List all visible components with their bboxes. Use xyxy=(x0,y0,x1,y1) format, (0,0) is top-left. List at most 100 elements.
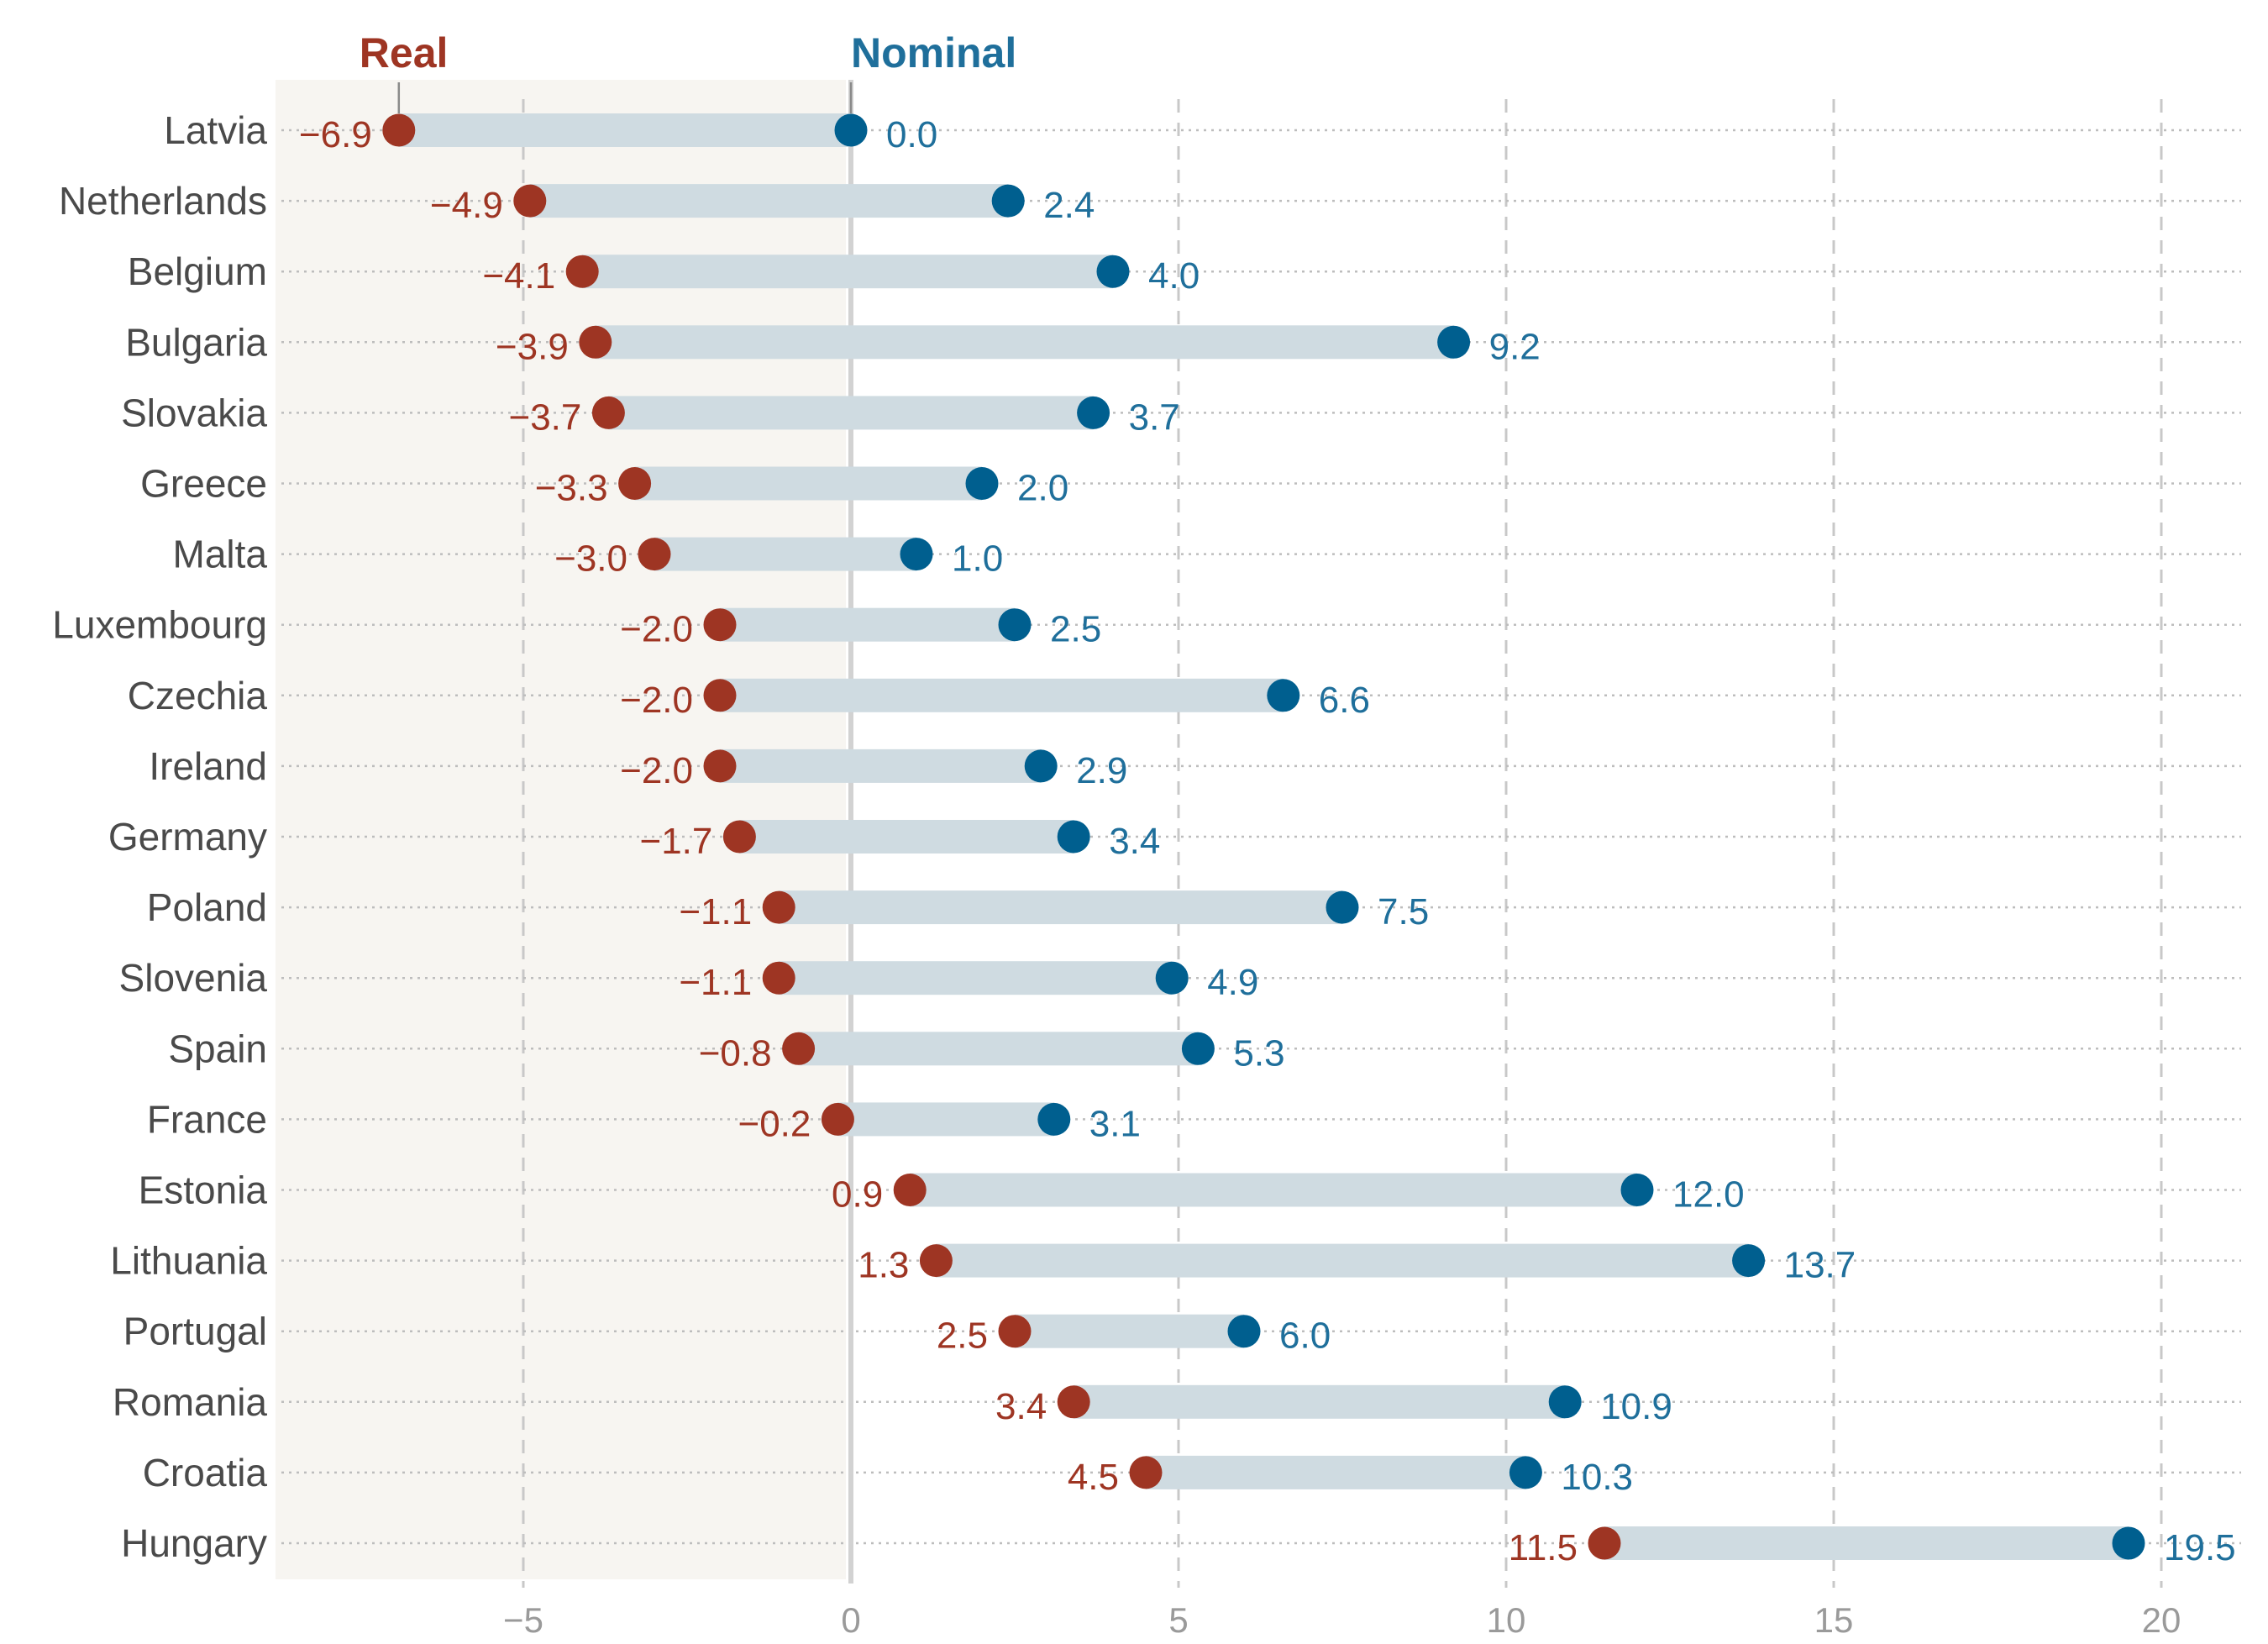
nominal-value-label: 0.0 xyxy=(886,114,937,155)
nominal-dot xyxy=(1024,749,1058,783)
real-dot xyxy=(762,961,795,995)
nominal-dot xyxy=(1732,1244,1766,1278)
nominal-value-label: 2.4 xyxy=(1043,185,1095,226)
range-bar xyxy=(720,607,1015,642)
nominal-value-label: 1.0 xyxy=(952,538,1003,580)
x-tick-label: 0 xyxy=(841,1600,860,1640)
real-dot xyxy=(1588,1526,1621,1560)
nominal-dot xyxy=(1267,679,1300,712)
nominal-value-label: 2.0 xyxy=(1017,468,1068,509)
country-label: Slovakia xyxy=(121,391,267,434)
legend-nominal-label: Nominal xyxy=(851,29,1016,76)
nominal-dot xyxy=(965,467,999,500)
real-value-label: 3.4 xyxy=(995,1386,1047,1427)
real-value-label: 11.5 xyxy=(1509,1527,1578,1568)
country-label: Ireland xyxy=(149,744,267,788)
real-dot xyxy=(638,538,671,571)
nominal-dot xyxy=(1548,1385,1582,1419)
country-label: Bulgaria xyxy=(125,320,267,364)
nominal-value-label: 10.3 xyxy=(1561,1457,1633,1498)
range-bar xyxy=(634,466,982,501)
country-label: Poland xyxy=(147,885,267,929)
real-value-label: −3.9 xyxy=(496,326,569,367)
country-label: France xyxy=(147,1097,267,1141)
range-bar xyxy=(1146,1455,1526,1489)
real-dot xyxy=(513,184,547,218)
nominal-value-label: 13.7 xyxy=(1784,1245,1856,1286)
real-value-label: −3.0 xyxy=(554,538,627,580)
real-value-label: −0.8 xyxy=(699,1032,772,1074)
nominal-dot xyxy=(1437,325,1471,359)
nominal-value-label: 3.1 xyxy=(1089,1103,1141,1144)
real-value-label: −1.1 xyxy=(679,962,752,1003)
real-dot xyxy=(998,1315,1032,1348)
real-value-label: −2.0 xyxy=(620,750,693,791)
nominal-value-label: 7.5 xyxy=(1378,891,1429,932)
x-tick-label: 15 xyxy=(1814,1600,1854,1640)
nominal-value-label: 3.7 xyxy=(1129,397,1180,438)
nominal-dot xyxy=(998,608,1032,642)
country-label: Croatia xyxy=(143,1451,268,1494)
country-label: Portugal xyxy=(123,1310,267,1353)
range-bar xyxy=(1604,1526,2129,1560)
real-value-label: −6.9 xyxy=(299,114,372,155)
range-bar xyxy=(654,537,916,571)
nominal-value-label: 4.0 xyxy=(1148,255,1200,297)
range-bar xyxy=(582,255,1113,289)
nominal-dot xyxy=(834,113,868,147)
nominal-dot xyxy=(1155,961,1189,995)
nominal-dot xyxy=(1326,890,1359,924)
nominal-dot xyxy=(1057,820,1090,854)
real-dot xyxy=(1057,1385,1090,1419)
range-bar xyxy=(595,325,1454,360)
real-value-label: −1.1 xyxy=(679,891,752,932)
real-value-label: −0.2 xyxy=(738,1103,811,1144)
range-bar xyxy=(798,1032,1199,1066)
real-value-label: −4.9 xyxy=(430,185,503,226)
country-label: Greece xyxy=(140,462,267,506)
nominal-dot xyxy=(991,184,1025,218)
range-bar xyxy=(720,678,1284,712)
country-label: Czechia xyxy=(128,674,268,717)
real-value-label: 4.5 xyxy=(1068,1457,1119,1498)
nominal-value-label: 2.5 xyxy=(1050,609,1101,650)
real-dot xyxy=(382,113,416,147)
nominal-dot xyxy=(2112,1526,2145,1560)
country-label: Netherlands xyxy=(59,179,267,223)
country-label: Lithuania xyxy=(110,1239,267,1283)
x-tick-label: 20 xyxy=(2142,1600,2181,1640)
real-dot xyxy=(782,1032,816,1065)
real-dot xyxy=(762,890,795,924)
country-label: Latvia xyxy=(164,108,267,152)
range-bar xyxy=(720,748,1042,783)
real-dot xyxy=(821,1102,854,1136)
nominal-dot xyxy=(1077,396,1110,429)
real-dot xyxy=(591,396,625,429)
real-dot xyxy=(893,1174,927,1206)
country-label: Romania xyxy=(113,1380,268,1424)
real-value-label: −3.3 xyxy=(535,468,608,509)
range-bar xyxy=(739,820,1074,854)
real-value-label: −2.0 xyxy=(620,609,693,650)
real-value-label: 1.3 xyxy=(858,1245,909,1286)
real-value-label: 0.9 xyxy=(832,1174,883,1216)
real-value-label: −3.7 xyxy=(509,397,582,438)
nominal-dot xyxy=(1509,1456,1542,1489)
nominal-dot xyxy=(1096,255,1130,288)
x-tick-label: 10 xyxy=(1487,1600,1526,1640)
country-label: Luxembourg xyxy=(52,603,267,647)
nominal-dot xyxy=(1181,1032,1215,1065)
range-bar xyxy=(779,961,1173,995)
legend-real-label: Real xyxy=(360,29,449,76)
x-tick-label: −5 xyxy=(503,1600,543,1640)
real-dot xyxy=(1129,1456,1163,1489)
range-bar xyxy=(936,1243,1749,1278)
nominal-value-label: 2.9 xyxy=(1076,750,1127,791)
real-value-label: −2.0 xyxy=(620,680,693,721)
real-value-label: 2.5 xyxy=(937,1316,988,1357)
nominal-dot xyxy=(1227,1315,1261,1348)
range-bar xyxy=(1015,1314,1244,1348)
real-dot xyxy=(579,325,612,359)
range-bar xyxy=(1074,1384,1566,1419)
real-dot xyxy=(722,820,756,854)
